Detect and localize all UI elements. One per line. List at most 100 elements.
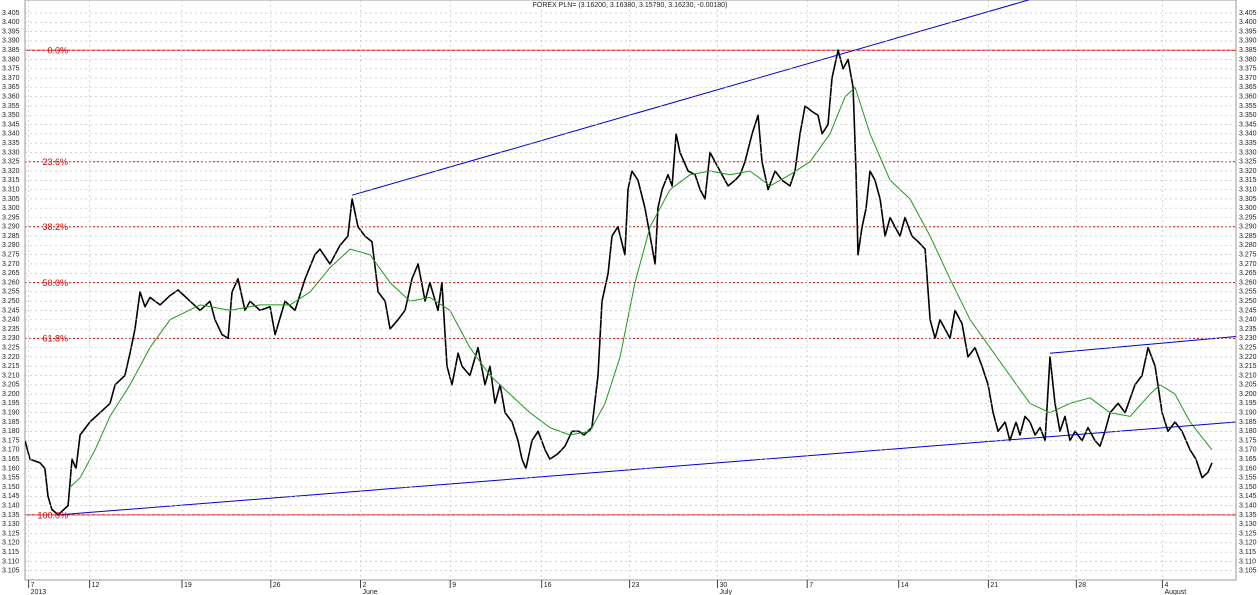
y-tick-label-right: 3.250 (1239, 298, 1257, 305)
y-tick-label: 3.405 (2, 10, 20, 17)
y-tick-label-right: 3.140 (1239, 502, 1257, 509)
y-tick-label-right: 3.335 (1239, 140, 1257, 147)
y-tick-label: 3.165 (2, 456, 20, 463)
y-tick-label-right: 3.195 (1239, 400, 1257, 407)
y-tick-label: 3.285 (2, 233, 20, 240)
y-tick-label-right: 3.240 (1239, 317, 1257, 324)
y-tick-label-right: 3.155 (1239, 475, 1257, 482)
fib-label: 61.8% (42, 334, 68, 344)
y-tick-label: 3.150 (2, 484, 20, 491)
y-tick-label-right: 3.205 (1239, 382, 1257, 389)
y-tick-label: 3.290 (2, 224, 20, 231)
y-tick-label: 3.250 (2, 298, 20, 305)
y-tick-label-right: 3.405 (1239, 10, 1257, 17)
y-tick-label: 3.125 (2, 530, 20, 537)
y-tick-label-right: 3.305 (1239, 196, 1257, 203)
y-tick-label-right: 3.170 (1239, 447, 1257, 454)
y-tick-label: 3.180 (2, 428, 20, 435)
y-tick-label-right: 3.190 (1239, 410, 1257, 417)
y-tick-label-right: 3.380 (1239, 56, 1257, 63)
x-tick-label: 19 (184, 582, 192, 589)
y-tick-label-right: 3.105 (1239, 568, 1257, 575)
y-tick-label-right: 3.260 (1239, 279, 1257, 286)
y-tick-label: 3.360 (2, 94, 20, 101)
y-tick-label-right: 3.385 (1239, 47, 1257, 54)
plot-frame (24, 0, 1237, 581)
fib-label: 23.6% (42, 157, 68, 167)
y-tick-label-right: 3.210 (1239, 372, 1257, 379)
y-tick-label-right: 3.270 (1239, 261, 1257, 268)
y-tick-label: 3.305 (2, 196, 20, 203)
x-group-label: 2013 (31, 589, 47, 595)
y-tick-label-right: 3.165 (1239, 456, 1257, 463)
trend-line (351, 0, 1031, 196)
y-tick-label: 3.175 (2, 437, 20, 444)
y-tick-label: 3.400 (2, 19, 20, 26)
y-tick-label: 3.395 (2, 28, 20, 35)
y-tick-label: 3.220 (2, 354, 20, 361)
y-tick-label: 3.120 (2, 540, 20, 547)
y-tick-label: 3.225 (2, 344, 20, 351)
y-tick-label-right: 3.130 (1239, 521, 1257, 528)
x-tick-label: 2 (362, 582, 366, 589)
fib-label: 0.0% (47, 46, 68, 56)
y-tick-label-right: 3.355 (1239, 103, 1257, 110)
y-tick-label-right: 3.185 (1239, 419, 1257, 426)
y-tick-label: 3.275 (2, 252, 20, 259)
y-tick-label: 3.370 (2, 75, 20, 82)
y-tick-label: 3.315 (2, 177, 20, 184)
y-tick-label-right: 3.215 (1239, 363, 1257, 370)
y-tick-label: 3.260 (2, 279, 20, 286)
y-tick-label-right: 3.275 (1239, 252, 1257, 259)
x-tick-label: 23 (632, 582, 640, 589)
y-tick-label: 3.320 (2, 168, 20, 175)
y-tick-label: 3.185 (2, 419, 20, 426)
y-tick-label-right: 3.315 (1239, 177, 1257, 184)
y-tick-label-right: 3.340 (1239, 131, 1257, 138)
y-tick-label-right: 3.200 (1239, 391, 1257, 398)
y-tick-label-right: 3.325 (1239, 159, 1257, 166)
y-tick-label-right: 3.180 (1239, 428, 1257, 435)
y-tick-label: 3.160 (2, 465, 20, 472)
y-tick-label-right: 3.345 (1239, 121, 1257, 128)
x-tick-label: 28 (1078, 582, 1086, 589)
y-tick-label-right: 3.375 (1239, 66, 1257, 73)
y-tick-label: 3.170 (2, 447, 20, 454)
y-tick-label-right: 3.220 (1239, 354, 1257, 361)
x-tick-label: 12 (92, 582, 100, 589)
y-tick-label-right: 3.310 (1239, 186, 1257, 193)
y-tick-label: 3.335 (2, 140, 20, 147)
x-tick-label: 14 (901, 582, 909, 589)
x-tick-label: 30 (720, 582, 728, 589)
x-group-label: July (720, 589, 733, 595)
y-tick-label-right: 3.395 (1239, 28, 1257, 35)
x-group-label: August (1164, 589, 1186, 595)
y-tick-label-right: 3.255 (1239, 289, 1257, 296)
y-tick-label: 3.110 (2, 558, 19, 565)
x-tick-label: 9 (452, 582, 456, 589)
y-tick-label: 3.325 (2, 159, 20, 166)
y-tick-label: 3.195 (2, 400, 20, 407)
y-tick-label: 3.230 (2, 335, 20, 342)
y-tick-label-right: 3.135 (1239, 512, 1257, 519)
y-tick-label: 3.340 (2, 131, 20, 138)
y-tick-label: 3.270 (2, 261, 20, 268)
fib-label: 50.0% (42, 278, 68, 288)
y-tick-label: 3.265 (2, 270, 20, 277)
y-tick-label: 3.135 (2, 512, 20, 519)
plot-area (25, 0, 1236, 516)
y-tick-label-right: 3.145 (1239, 493, 1257, 500)
y-tick-label-right: 3.400 (1239, 19, 1257, 26)
y-tick-label: 3.345 (2, 121, 20, 128)
y-tick-label: 3.145 (2, 493, 20, 500)
y-tick-label: 3.310 (2, 186, 20, 193)
y-tick-label: 3.330 (2, 149, 20, 156)
y-tick-label: 3.380 (2, 56, 20, 63)
y-tick-label-right: 3.285 (1239, 233, 1257, 240)
x-tick-label: 21 (990, 582, 998, 589)
trend-line (1049, 336, 1236, 354)
x-tick-label: 16 (544, 582, 552, 589)
y-tick-label: 3.130 (2, 521, 20, 528)
y-tick-label: 3.365 (2, 84, 20, 91)
